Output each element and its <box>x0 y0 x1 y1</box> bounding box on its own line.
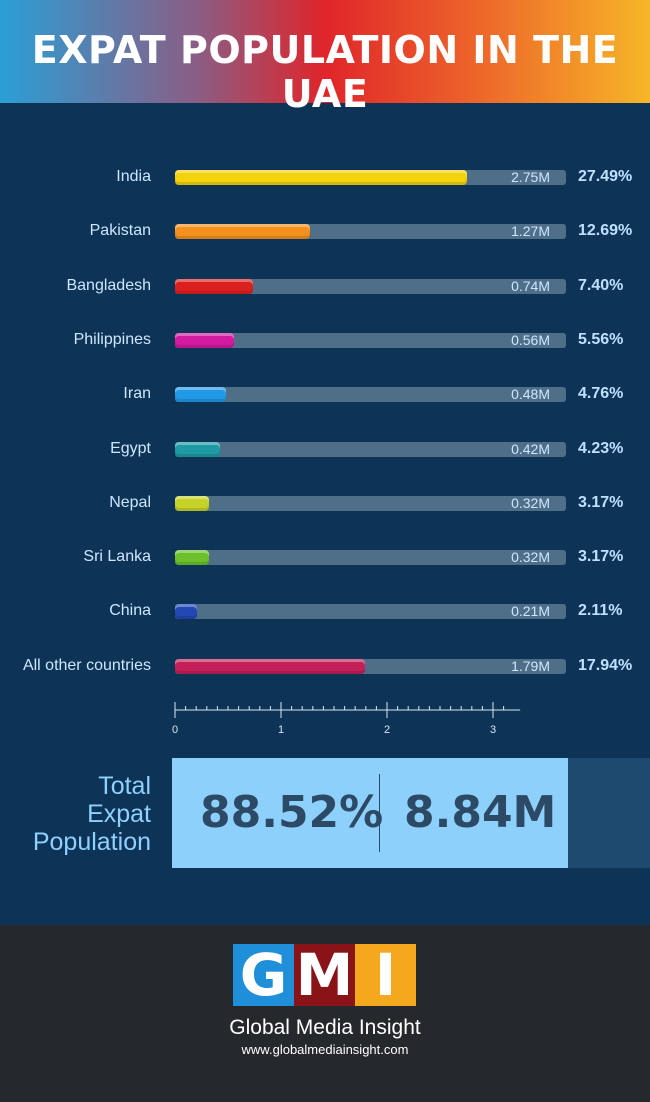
category-label: Sri Lanka <box>83 548 151 565</box>
bar-track <box>175 442 566 457</box>
bar <box>175 442 220 457</box>
percent-label: 5.56% <box>578 331 624 348</box>
category-label: India <box>116 168 151 185</box>
bar <box>175 170 467 185</box>
bar-row: Sri Lanka 0.32M 3.17% <box>0 547 650 567</box>
bar-row: Bangladesh 0.74M 7.40% <box>0 276 650 296</box>
bar <box>175 387 226 402</box>
bar-track <box>175 333 566 348</box>
bar-row: China 0.21M 2.11% <box>0 601 650 621</box>
percent-label: 2.11% <box>578 602 623 619</box>
value-label: 0.74M <box>511 278 550 294</box>
category-label: China <box>109 602 151 619</box>
chart-title: EXPAT POPULATION IN THE UAE <box>31 28 619 116</box>
bar-track <box>175 279 566 294</box>
bar <box>175 659 365 674</box>
category-label: Egypt <box>110 440 151 457</box>
percent-label: 27.49% <box>578 168 633 185</box>
value-label: 0.56M <box>511 332 550 348</box>
bar-row: Iran 0.48M 4.76% <box>0 384 650 404</box>
bar-row: Egypt 0.42M 4.23% <box>0 439 650 459</box>
percent-label: 7.40% <box>578 277 624 294</box>
bar-track <box>175 604 566 619</box>
percent-label: 3.17% <box>578 548 624 565</box>
bar <box>175 550 209 565</box>
category-label: Philippines <box>73 331 151 348</box>
percent-label: 4.76% <box>578 385 624 402</box>
total-number: 8.84M <box>404 787 557 838</box>
logo-letter: I <box>374 941 397 1009</box>
bar <box>175 224 310 239</box>
bar-row: Nepal 0.32M 3.17% <box>0 493 650 513</box>
header-banner: EXPAT POPULATION IN THE UAE <box>0 0 650 116</box>
x-tick-label: 3 <box>490 724 496 736</box>
bar <box>175 333 234 348</box>
footer: G M I Global Media Insight www.globalmed… <box>0 925 650 1102</box>
bar <box>175 604 197 619</box>
total-percent: 88.52% <box>200 787 384 838</box>
logo-tile-m: M <box>294 944 355 1006</box>
category-label: Iran <box>123 385 151 402</box>
total-label-line: Total <box>98 772 151 800</box>
value-label: 1.27M <box>511 223 550 239</box>
category-label: Nepal <box>109 494 151 511</box>
value-label: 0.42M <box>511 441 550 457</box>
bar <box>175 279 253 294</box>
category-label: All other countries <box>22 657 151 674</box>
bar-track <box>175 659 566 674</box>
total-side-panel <box>568 758 650 868</box>
total-label-line: Population <box>32 828 151 856</box>
logo-tile-g: G <box>233 944 294 1006</box>
category-label: Bangladesh <box>66 277 151 294</box>
bar-row: All other countries 1.79M 17.94% <box>0 656 650 676</box>
total-box: 88.52% 8.84M <box>172 758 568 868</box>
percent-label: 4.23% <box>578 440 624 457</box>
bar-row: Pakistan 1.27M 12.69% <box>0 221 650 241</box>
logo-letter: G <box>239 941 288 1009</box>
bar-row: Philippines 0.56M 5.56% <box>0 330 650 350</box>
x-axis-svg: 0 1 2 3 <box>172 702 521 736</box>
gmi-logo: G M I <box>233 944 417 1006</box>
value-label: 2.75M <box>511 169 550 185</box>
website-link[interactable]: www.globalmediainsight.com <box>241 1042 409 1057</box>
percent-label: 17.94% <box>578 657 633 674</box>
bar-track <box>175 387 566 402</box>
bar <box>175 496 209 511</box>
x-tick-label: 2 <box>384 724 390 736</box>
value-label: 0.48M <box>511 386 550 402</box>
bar-track <box>175 496 566 511</box>
bar-track <box>175 170 566 185</box>
logo-letter: M <box>295 941 354 1009</box>
percent-label: 12.69% <box>578 222 633 239</box>
value-label: 0.32M <box>511 495 550 511</box>
brand-name: Global Media Insight <box>229 1016 421 1039</box>
category-label: Pakistan <box>89 222 151 239</box>
x-tick-label: 0 <box>172 724 178 736</box>
total-divider <box>379 774 380 852</box>
total-label-line: Expat <box>87 800 151 828</box>
percent-label: 3.17% <box>578 494 624 511</box>
value-label: 1.79M <box>511 658 550 674</box>
bar-track <box>175 550 566 565</box>
x-axis: 0 1 2 3 <box>0 700 650 740</box>
bar-track <box>175 224 566 239</box>
total-label: Total Expat Population <box>33 772 151 856</box>
value-label: 0.32M <box>511 549 550 565</box>
value-label: 0.21M <box>511 603 550 619</box>
bar-row: India 2.75M 27.49% <box>0 167 650 187</box>
logo-tile-i: I <box>355 944 416 1006</box>
x-tick-label: 1 <box>278 724 284 736</box>
